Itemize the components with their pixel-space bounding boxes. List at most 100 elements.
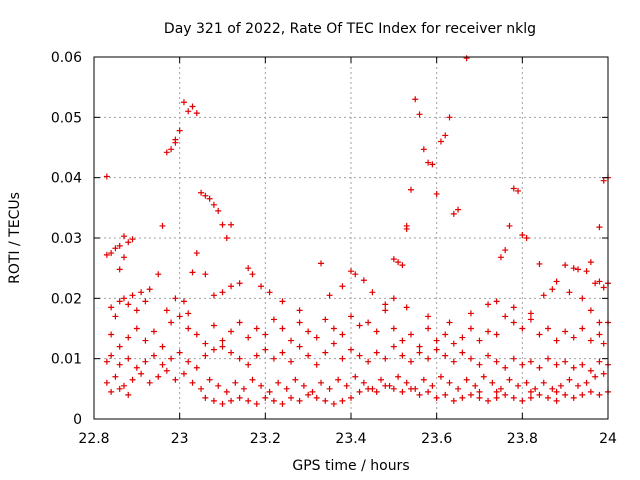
data-point <box>425 355 432 362</box>
data-point <box>219 343 226 350</box>
data-point <box>125 334 132 341</box>
data-point <box>450 397 457 404</box>
data-point <box>288 394 295 401</box>
data-point <box>245 361 252 368</box>
data-point <box>292 376 299 383</box>
data-point <box>228 221 235 228</box>
data-point <box>390 256 397 263</box>
data-point <box>193 331 200 338</box>
data-point <box>313 334 320 341</box>
data-point <box>540 379 547 386</box>
data-point <box>266 388 273 395</box>
data-point <box>553 388 560 395</box>
data-point <box>403 304 410 311</box>
data-point <box>322 349 329 356</box>
data-point <box>103 173 110 180</box>
data-point <box>206 376 213 383</box>
data-point <box>519 361 526 368</box>
data-point <box>219 221 226 228</box>
data-point <box>485 397 492 404</box>
data-point <box>390 325 397 332</box>
data-point <box>262 346 269 353</box>
data-point <box>108 352 115 359</box>
data-point <box>322 316 329 323</box>
data-point <box>442 391 449 398</box>
data-point <box>570 364 577 371</box>
data-point <box>399 352 406 359</box>
data-point <box>373 328 380 335</box>
data-point <box>202 352 209 359</box>
data-point <box>125 391 132 398</box>
data-point <box>579 391 586 398</box>
data-point <box>446 379 453 386</box>
data-point <box>245 334 252 341</box>
data-point <box>420 146 427 153</box>
data-point <box>348 313 354 320</box>
grid-layer <box>94 57 608 419</box>
data-point <box>596 278 603 285</box>
data-point <box>549 385 556 392</box>
data-point <box>587 307 594 314</box>
y-axis-label: ROTI / TECUs <box>7 192 23 284</box>
data-point <box>600 284 607 291</box>
data-point <box>193 250 200 257</box>
data-point <box>416 111 423 118</box>
data-point <box>270 397 277 404</box>
data-point <box>446 319 453 326</box>
data-point <box>339 397 346 404</box>
data-point <box>446 114 453 121</box>
data-point <box>450 340 457 347</box>
data-point <box>219 289 226 296</box>
data-point <box>519 231 526 238</box>
data-point <box>390 343 397 350</box>
data-point <box>412 96 419 103</box>
data-point <box>467 325 474 332</box>
data-point <box>108 388 115 395</box>
data-point <box>159 343 166 350</box>
data-point <box>553 337 560 344</box>
data-point <box>168 355 175 362</box>
data-point <box>155 271 162 278</box>
data-point <box>116 343 123 350</box>
data-point <box>433 190 440 197</box>
data-points <box>103 55 611 407</box>
data-point <box>356 388 363 395</box>
data-point <box>172 295 179 302</box>
data-point <box>566 289 573 296</box>
data-point <box>476 394 483 401</box>
data-point <box>348 394 354 401</box>
data-point <box>116 385 123 392</box>
data-point <box>236 355 243 362</box>
data-point <box>502 364 509 371</box>
data-point <box>416 343 423 350</box>
data-point <box>369 289 376 296</box>
data-point <box>480 373 487 380</box>
data-point <box>373 349 380 356</box>
data-point <box>202 192 209 199</box>
data-point <box>600 340 607 347</box>
data-point <box>485 352 492 359</box>
chart-title: Day 321 of 2022, Rate Of TEC Index for r… <box>164 21 536 37</box>
data-point <box>437 373 444 380</box>
data-point <box>536 331 543 338</box>
data-point <box>146 379 153 386</box>
data-point <box>210 201 217 208</box>
data-point <box>180 99 187 106</box>
data-point <box>245 265 252 272</box>
data-point <box>150 352 157 359</box>
data-point <box>138 289 145 296</box>
data-point <box>425 159 432 166</box>
data-point <box>339 331 346 338</box>
data-point <box>305 328 312 335</box>
data-point <box>365 358 372 365</box>
data-point <box>210 322 217 329</box>
data-point <box>120 295 127 302</box>
data-point <box>497 385 504 392</box>
data-point <box>365 385 372 392</box>
data-point <box>527 388 534 395</box>
data-point <box>519 397 526 404</box>
data-point <box>138 370 145 377</box>
data-point <box>493 331 500 338</box>
data-point <box>390 295 397 302</box>
data-point <box>313 361 320 368</box>
